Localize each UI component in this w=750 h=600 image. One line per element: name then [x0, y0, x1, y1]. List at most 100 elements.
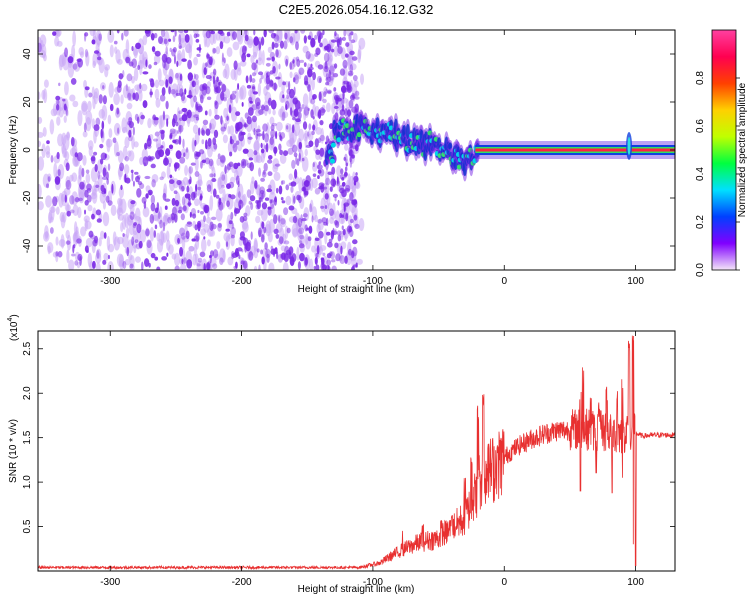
noise-blob — [309, 203, 312, 213]
noise-blob-light — [117, 204, 121, 220]
y-tick-label: 2.0 — [22, 386, 33, 400]
noise-blob — [168, 86, 171, 95]
noise-blob-light — [196, 260, 204, 270]
noise-blob — [278, 215, 281, 224]
noise-blob — [246, 84, 252, 89]
noise-blob — [351, 92, 356, 99]
noise-blob — [258, 229, 262, 238]
noise-blob — [171, 48, 176, 57]
noise-blob — [292, 215, 298, 224]
noise-blob — [171, 197, 176, 206]
noise-blob — [161, 256, 168, 261]
noise-blob — [272, 248, 276, 258]
noise-blob — [202, 119, 209, 126]
noise-blob — [206, 184, 212, 193]
noise-blob-light — [307, 133, 314, 141]
noise-blob — [211, 178, 217, 183]
noise-blob — [323, 52, 330, 63]
noise-blob — [150, 252, 156, 259]
noise-blob — [148, 64, 152, 69]
noise-blob — [159, 176, 164, 181]
noise-blob — [149, 88, 153, 98]
noise-blob — [158, 36, 164, 45]
noise-blob-light — [279, 218, 287, 228]
noise-blob — [174, 199, 180, 207]
noise-blob — [196, 263, 201, 267]
noise-blob — [77, 58, 84, 68]
noise-blob — [194, 139, 197, 147]
noise-blob — [208, 56, 213, 66]
noise-blob — [340, 245, 343, 255]
noise-blob — [172, 35, 176, 43]
noise-blob — [103, 232, 107, 239]
noise-blob — [194, 170, 200, 177]
noise-blob — [258, 109, 264, 116]
noise-blob — [349, 157, 352, 163]
noise-blob-light — [346, 30, 352, 37]
noise-blob — [197, 257, 203, 263]
noise-blob — [180, 92, 186, 102]
noise-blob — [228, 181, 235, 189]
noise-blob — [151, 46, 156, 52]
noise-blob — [54, 176, 61, 185]
noise-blob — [334, 242, 339, 249]
noise-blob — [204, 157, 211, 165]
noise-blob-light — [47, 173, 52, 182]
colorbar-tick-label: 0.4 — [695, 167, 706, 181]
noise-blob — [197, 222, 201, 232]
noise-blob — [283, 207, 289, 216]
noise-blob — [238, 197, 242, 206]
noise-blob — [100, 152, 107, 161]
noise-blob — [124, 155, 130, 162]
noise-blob — [295, 155, 298, 166]
noise-blob-light — [85, 110, 93, 125]
noise-blob — [250, 231, 253, 240]
noise-blob — [150, 202, 156, 212]
noise-blob — [328, 69, 332, 79]
noise-blob — [143, 162, 146, 167]
noise-blob — [331, 259, 336, 263]
noise-blob — [228, 193, 232, 198]
noise-blob — [203, 215, 206, 223]
noise-blob — [191, 80, 196, 88]
snr-series-line — [38, 335, 675, 571]
noise-blob-light — [124, 258, 131, 266]
noise-blob — [228, 104, 232, 114]
noise-blob — [248, 251, 254, 261]
noise-blob — [159, 129, 165, 134]
noise-blob — [103, 187, 107, 194]
noise-blob — [296, 158, 300, 167]
noise-blob-light — [115, 49, 121, 64]
track-peak — [336, 137, 342, 143]
noise-blob — [251, 62, 257, 71]
noise-blob — [307, 84, 311, 92]
noise-blob — [102, 167, 107, 177]
noise-blob — [250, 202, 254, 211]
noise-blob-light — [133, 213, 137, 220]
noise-blob — [116, 107, 120, 115]
noise-blob — [348, 32, 352, 42]
noise-blob — [266, 253, 270, 263]
noise-blob-light — [258, 49, 263, 62]
noise-blob-light — [288, 173, 293, 181]
noise-blob — [242, 148, 249, 154]
noise-blob-light — [184, 165, 189, 176]
noise-blob — [162, 221, 166, 232]
noise-blob — [334, 219, 338, 226]
noise-blob — [297, 261, 301, 270]
noise-blob-light — [255, 155, 263, 164]
noise-blob-light — [151, 173, 159, 183]
noise-blob — [84, 48, 89, 58]
noise-blob — [332, 73, 339, 78]
noise-blob-light — [149, 226, 155, 242]
track-peak — [330, 142, 336, 148]
noise-blob — [314, 34, 318, 40]
noise-blob-light — [131, 135, 135, 150]
noise-blob-light — [52, 251, 59, 258]
noise-blob — [278, 236, 284, 245]
noise-blob — [116, 84, 122, 93]
noise-blob — [320, 108, 327, 113]
noise-blob — [321, 257, 325, 264]
noise-blob — [181, 114, 188, 122]
noise-blob — [197, 127, 201, 136]
